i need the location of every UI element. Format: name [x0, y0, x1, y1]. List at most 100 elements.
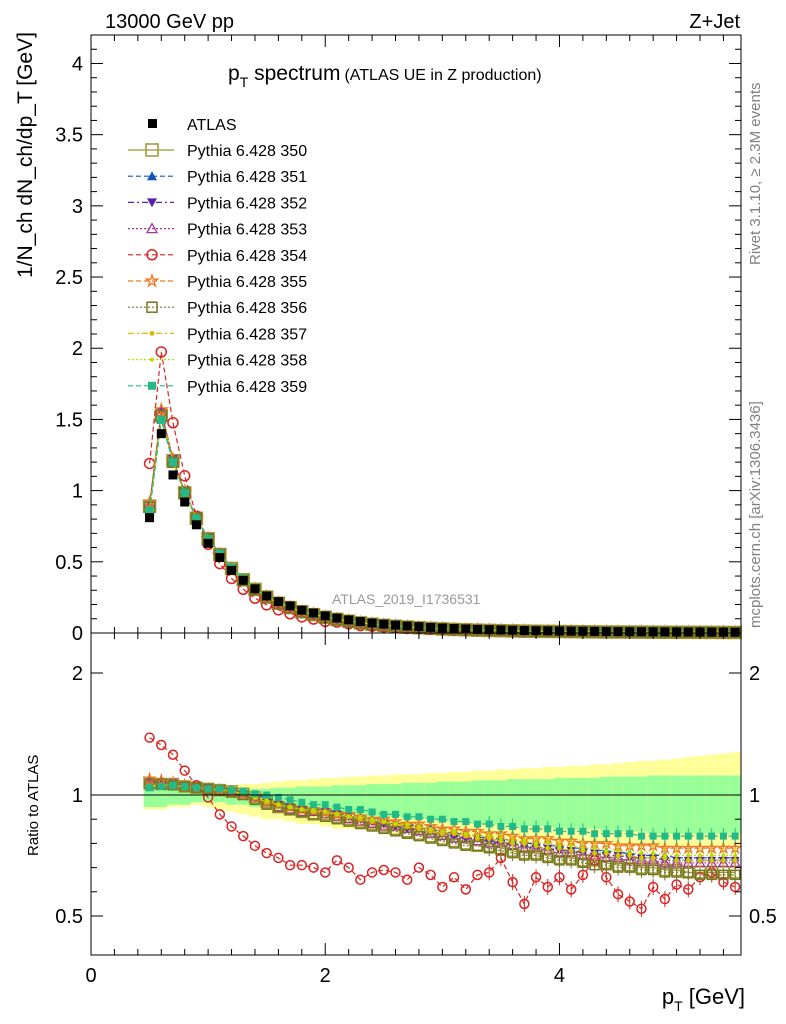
ratio-marker	[228, 786, 236, 794]
uncertainty-band-group	[143, 752, 741, 846]
ratio-marker	[555, 827, 563, 835]
ratio-marker	[405, 822, 410, 827]
data-point	[180, 497, 190, 507]
series-marker	[153, 401, 170, 417]
data-point	[227, 565, 237, 575]
ratio-marker	[334, 812, 339, 817]
y-tick-label-top: 0.5	[55, 552, 83, 574]
ratio-marker	[416, 824, 421, 829]
ratio-marker	[729, 869, 741, 881]
ratio-marker	[378, 823, 390, 835]
data-point	[250, 584, 260, 594]
band-inner	[319, 786, 332, 812]
ratio-marker	[649, 832, 657, 840]
ratio-marker	[401, 874, 413, 885]
ratio-marker	[355, 874, 366, 885]
ratio-marker	[472, 869, 483, 881]
ratio-marker	[579, 827, 587, 835]
ratio-tick-label-right: 2	[749, 663, 760, 685]
ratio-marker	[485, 820, 493, 828]
ratio-marker	[425, 833, 436, 844]
ratio-marker	[226, 821, 237, 832]
y-tick-label-top: 4	[72, 53, 83, 75]
ratio-tick-label-left: 0.5	[55, 906, 83, 928]
axis-ticks: 0 2 4 0 0.5 1 1.5 2 2.5 3 3.5 4 0.5 0.5 1 1 2 2	[55, 34, 777, 987]
ratio-tick-label-right: 0.5	[749, 906, 777, 928]
data-point	[683, 627, 693, 637]
legend-label: Pythia 6.428 351	[187, 169, 307, 186]
band-inner	[401, 782, 414, 820]
ratio-marker	[565, 884, 577, 895]
band-inner	[729, 775, 741, 834]
legend-marker	[146, 301, 158, 313]
ratio-marker	[321, 801, 329, 809]
ratio-marker	[557, 843, 562, 848]
x-tick-label: 2	[320, 965, 331, 987]
data-point	[566, 626, 576, 636]
data-point	[191, 520, 201, 530]
plot-title-paren: (ATLAS UE in Z production)	[344, 67, 541, 84]
ratio-marker	[299, 807, 304, 812]
ratio-marker	[413, 862, 425, 873]
ratio-marker	[448, 872, 460, 883]
ratio-marker	[202, 783, 214, 795]
ratio-marker	[169, 781, 177, 789]
mcplots-label: mcplots.cern.ch [arXiv:1306.3436]	[747, 401, 764, 628]
ratio-marker	[498, 836, 503, 841]
ratio-marker	[731, 832, 739, 840]
ratio-marker	[239, 787, 247, 795]
ratio-marker	[532, 825, 540, 833]
rivet-label: Rivet 3.1.10, ≥ 2.3M events	[747, 83, 764, 266]
ratio-marker	[288, 805, 293, 810]
data-point	[707, 627, 717, 637]
ratio-marker	[276, 802, 281, 807]
data-point	[449, 624, 459, 634]
band-inner	[577, 777, 589, 829]
legend-label: Pythia 6.428 356	[187, 300, 307, 317]
data-point	[238, 575, 248, 585]
ratio-marker	[483, 867, 495, 878]
ratio-marker	[510, 838, 515, 843]
ratio-marker	[450, 818, 458, 826]
ratio-marker	[264, 797, 269, 802]
ratio-marker	[323, 809, 328, 814]
ratio-marker	[274, 793, 282, 801]
ratio-marker	[448, 832, 460, 843]
band-inner	[459, 781, 472, 822]
legend-marker	[149, 330, 155, 336]
data-point	[297, 605, 307, 615]
ratio-marker	[497, 822, 505, 830]
data-point	[168, 470, 178, 480]
ratio-tick-label-left: 1	[72, 785, 83, 807]
ratio-marker	[381, 819, 386, 824]
data-point	[344, 615, 354, 625]
ratio-marker	[261, 847, 272, 859]
band-inner	[213, 791, 226, 803]
ratio-marker	[718, 869, 729, 881]
data-point	[426, 622, 436, 632]
ratio-marker	[591, 830, 599, 838]
ratio-marker	[452, 829, 457, 834]
band-inner	[448, 781, 460, 822]
band-inner	[612, 776, 624, 832]
y-tick-label-top: 1	[72, 481, 83, 503]
ratio-marker	[616, 848, 621, 853]
ratio-marker	[475, 834, 480, 839]
ratio-marker	[612, 888, 624, 900]
ratio-marker	[378, 864, 390, 876]
ratio-marker	[380, 810, 388, 818]
ratio-marker	[214, 809, 226, 820]
legend-label: Pythia 6.428 359	[187, 379, 307, 396]
ratio-marker	[308, 862, 319, 873]
series-marker	[157, 415, 166, 424]
ratio-marker	[343, 862, 354, 873]
ratio-marker	[415, 813, 423, 821]
header-right: Z+Jet	[689, 11, 740, 33]
ratio-marker	[216, 785, 224, 793]
data-point	[496, 625, 506, 635]
ratio-marker	[146, 784, 154, 792]
band-inner	[424, 782, 437, 820]
band-inner	[389, 784, 402, 817]
ratio-marker	[624, 896, 635, 907]
ratio-marker	[569, 843, 574, 848]
